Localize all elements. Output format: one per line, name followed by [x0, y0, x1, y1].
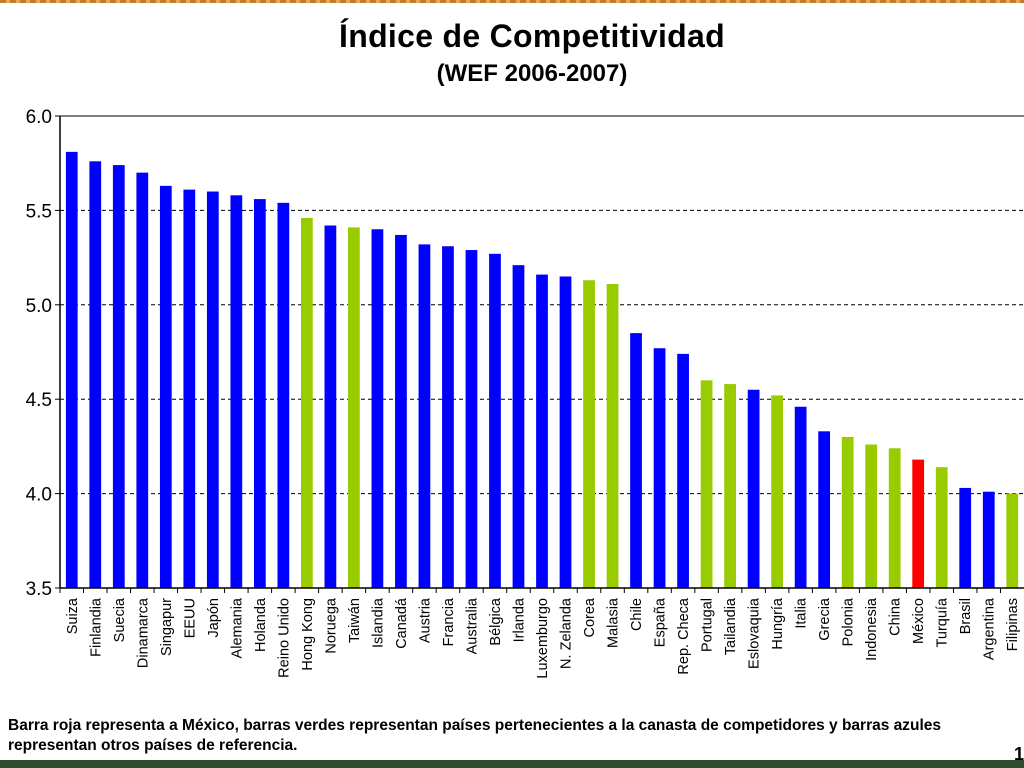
- x-tick-label-40: Filipinas: [1005, 598, 1021, 651]
- x-tick-label-18: Bélgica: [488, 597, 504, 645]
- bar-27: [700, 380, 713, 588]
- x-tick-label-9: Reino Unido: [276, 598, 292, 678]
- x-tick-label-35: China: [888, 597, 904, 636]
- bar-20: [536, 274, 548, 588]
- bar-37: [935, 467, 948, 588]
- x-tick-label-24: Chile: [629, 598, 645, 631]
- bar-1: [89, 161, 102, 588]
- bar-0: [65, 151, 78, 588]
- x-tick-label-36: México: [911, 598, 927, 644]
- x-tick-label-15: Austria: [417, 597, 433, 643]
- x-tick-label-3: Dinamarca: [135, 597, 151, 668]
- x-tick-label-26: Rep. Checa: [676, 597, 692, 675]
- x-tick-label-28: Tailandia: [723, 597, 739, 655]
- x-tick-label-29: Eslovaquia: [747, 597, 763, 669]
- bar-19: [512, 265, 525, 588]
- bar-15: [418, 244, 431, 588]
- x-tick-label-32: Grecia: [817, 597, 833, 641]
- x-tick-label-0: Suiza: [65, 597, 81, 634]
- chart-subtitle: (WEF 2006-2007): [436, 60, 628, 87]
- x-tick-label-17: Australia: [464, 597, 480, 654]
- y-tick-label-2: 4.5: [26, 390, 52, 411]
- x-tick-label-5: EEUU: [182, 598, 198, 638]
- bar-10: [301, 217, 313, 588]
- bar-38: [959, 487, 972, 588]
- bottom-decorative-band: [0, 760, 1024, 768]
- x-tick-label-6: Japón: [206, 598, 222, 638]
- x-tick-label-37: Turquía: [935, 597, 951, 647]
- bar-9: [277, 202, 290, 588]
- x-tick-label-38: Brasil: [958, 598, 974, 634]
- x-tick-label-4: Singapur: [159, 598, 175, 656]
- bar-2: [112, 165, 125, 588]
- bar-11: [324, 225, 337, 588]
- x-tick-label-34: Indonesia: [864, 597, 880, 661]
- bar-13: [371, 229, 384, 588]
- x-tick-label-21: N. Zelanda: [559, 597, 575, 669]
- bar-14: [395, 234, 407, 588]
- bar-17: [465, 250, 478, 588]
- bar-33: [841, 436, 854, 588]
- bar-18: [489, 253, 501, 588]
- bar-29: [747, 389, 760, 588]
- bar-chart: 3.5 4.0 4.5 5.0 5.5 6.0 Suiza Finlandia Suecia Di…: [26, 107, 1024, 679]
- bar-3: [136, 172, 149, 588]
- bar-7: [230, 195, 243, 588]
- x-tick-label-13: Islandia: [370, 597, 386, 648]
- x-tick-label-31: Italia: [794, 597, 810, 629]
- x-tick-label-22: Corea: [582, 597, 598, 637]
- y-tick-label-1: 4.0: [26, 485, 52, 506]
- x-tick-label-10: Hong Kong: [300, 598, 316, 671]
- y-tick-label-0: 3.5: [26, 579, 52, 600]
- bar-24: [630, 333, 642, 588]
- x-tick-label-1: Finlandia: [88, 597, 104, 657]
- bar-16: [442, 246, 454, 588]
- x-tick-label-16: Francia: [441, 597, 457, 646]
- bar-34: [865, 444, 878, 588]
- x-tick-label-11: Noruega: [323, 597, 339, 654]
- y-tick-label-3: 5.0: [26, 296, 52, 317]
- bar-36: [912, 459, 925, 588]
- bar-39: [982, 491, 995, 588]
- x-tick-label-12: Taiwán: [347, 598, 363, 643]
- x-tick-label-14: Canadá: [394, 597, 410, 649]
- bar-6: [206, 191, 219, 588]
- x-tick-label-2: Suecia: [112, 597, 128, 642]
- bar-8: [253, 199, 266, 588]
- y-tick-label-5: 6.0: [26, 107, 52, 128]
- chart-title: Índice de Competitividad: [339, 18, 725, 54]
- bar-32: [818, 431, 831, 588]
- x-tick-label-27: Portugal: [700, 598, 716, 652]
- x-tick-label-30: Hungría: [770, 597, 786, 650]
- bar-22: [583, 280, 595, 588]
- bar-4: [159, 185, 172, 588]
- x-tick-label-25: España: [653, 597, 669, 647]
- x-tick-label-8: Holanda: [253, 597, 269, 652]
- top-decorative-rule: [0, 0, 1024, 3]
- chart-caption: Barra roja representa a México, barras v…: [8, 717, 942, 754]
- x-tick-label-33: Polonia: [841, 597, 857, 646]
- bar-31: [794, 406, 807, 588]
- y-tick-label-4: 5.5: [26, 201, 52, 222]
- x-tick-label-7: Alemania: [229, 597, 245, 658]
- bar-26: [677, 353, 689, 588]
- x-tick-label-20: Luxemburgo: [535, 598, 551, 679]
- x-tick-label-39: Argentina: [982, 597, 998, 660]
- bar-25: [653, 348, 666, 588]
- x-tick-label-23: Malasia: [606, 597, 622, 648]
- bar-21: [559, 276, 572, 588]
- bar-23: [606, 284, 619, 588]
- bar-35: [888, 448, 901, 588]
- bar-28: [724, 384, 736, 588]
- bar-40: [1006, 493, 1019, 588]
- bar-5: [183, 189, 196, 588]
- bar-30: [771, 395, 783, 588]
- x-tick-label-19: Irlanda: [511, 597, 527, 642]
- page-number: 1: [1014, 744, 1024, 764]
- bar-12: [348, 227, 360, 588]
